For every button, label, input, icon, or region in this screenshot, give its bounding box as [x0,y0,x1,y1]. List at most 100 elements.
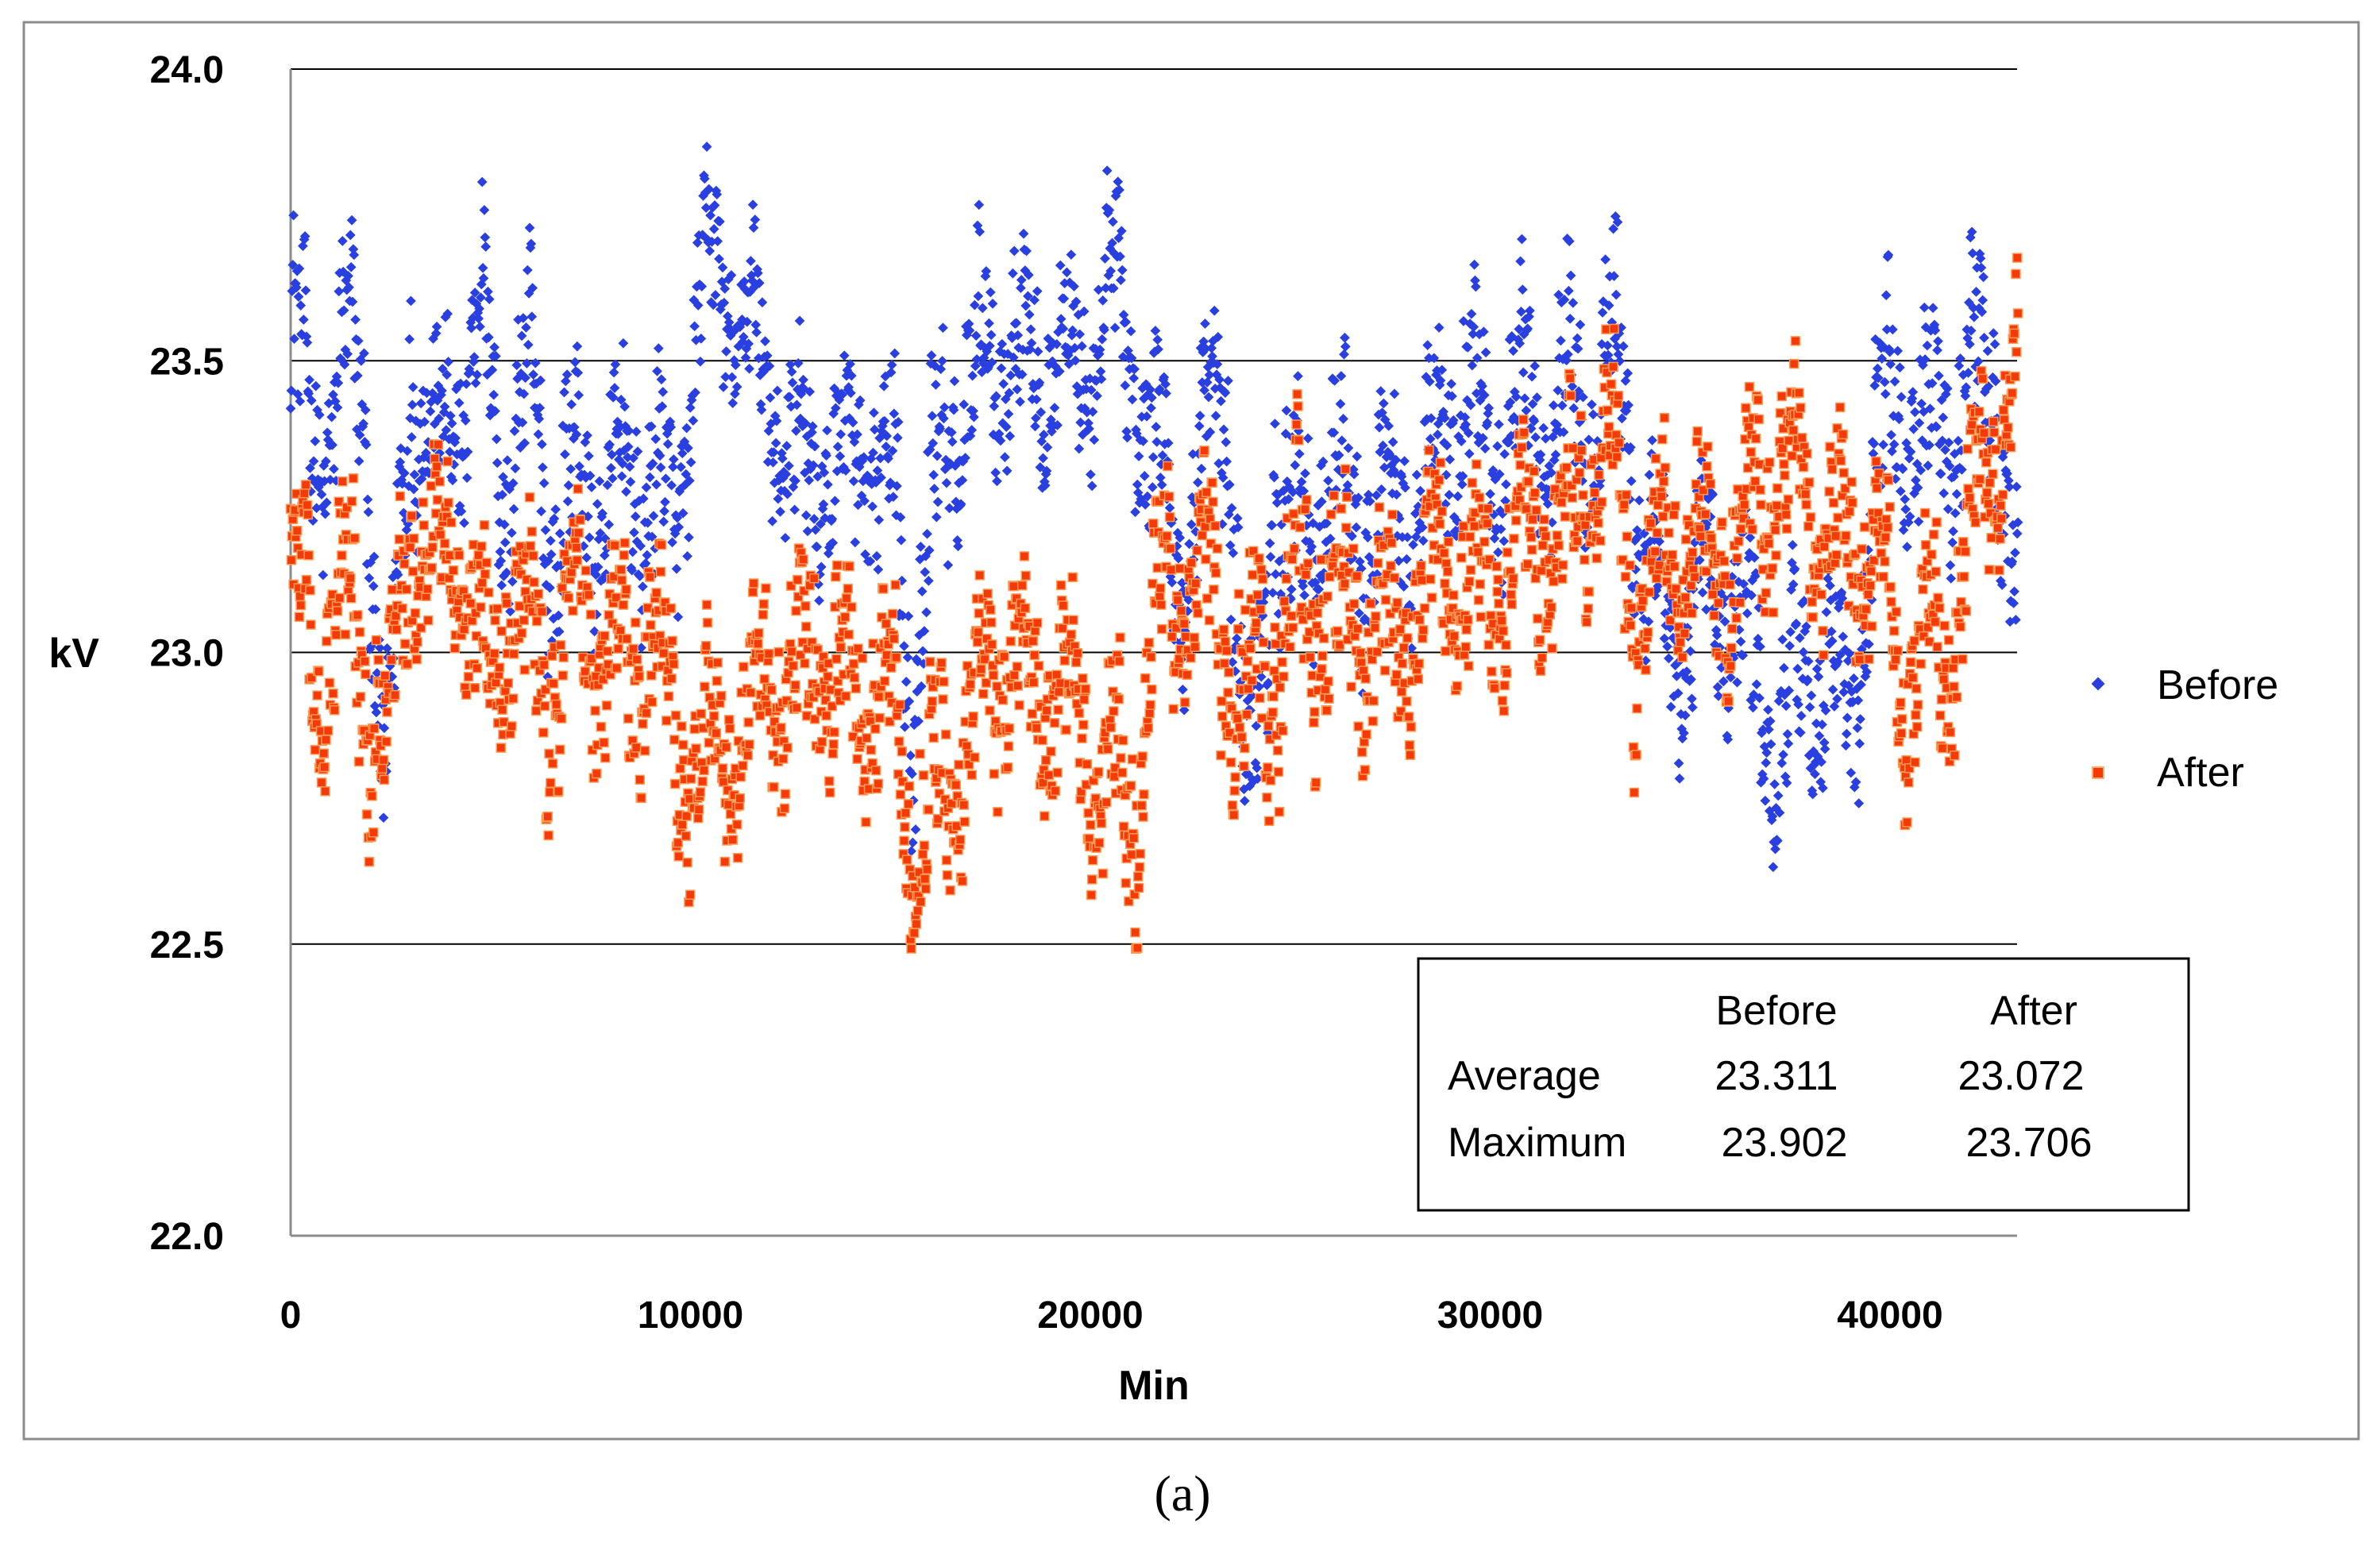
point-after [1526,545,1537,555]
point-after [873,778,884,789]
point-after [1818,626,1828,636]
point-after [1055,580,1067,591]
point-after [1705,479,1716,489]
point-after [1258,637,1269,648]
point-before [810,524,821,535]
point-after [476,577,488,588]
point-after [1960,546,1971,557]
point-after [596,721,607,732]
point-after [849,673,860,683]
point-after [615,625,626,636]
point-after [1880,532,1891,542]
point-after [792,702,802,713]
point-after [1613,390,1624,401]
point-after [1876,548,1887,558]
point-after [407,511,417,521]
point-after [1300,504,1310,515]
point-after [1087,855,1098,866]
point-after [839,612,851,623]
point-after [1801,500,1811,510]
point-after [1988,416,1999,427]
point-after [1479,537,1490,547]
point-after [2012,253,2023,263]
point-after [368,723,380,734]
point-after [1199,446,1209,456]
point-after [1565,390,1576,401]
point-before [908,837,918,848]
point-after [1961,606,1972,616]
point-after [1012,662,1023,672]
point-after [1128,833,1139,843]
point-after [1245,643,1256,654]
point-after [1637,595,1648,606]
point-after [1963,484,1973,494]
point-after [516,627,527,639]
point-after [1209,585,1219,595]
point-before [331,371,342,382]
point-before [333,377,344,388]
point-after [1931,517,1942,527]
point-after [828,739,839,750]
point-after [1747,524,1757,534]
point-after [1301,569,1311,580]
point-after [1016,580,1028,591]
point-after [1392,597,1402,608]
point-after [1581,616,1592,627]
point-after [1958,537,1969,547]
point-after [1403,712,1414,722]
point-after [1772,500,1782,511]
point-after [1580,554,1590,565]
point-before [345,230,356,241]
point-after [1277,657,1287,667]
point-after [1675,637,1686,648]
point-after [373,654,384,666]
point-after [1859,522,1870,532]
point-after [1030,626,1040,636]
point-before [906,846,916,857]
point-after [1448,631,1460,642]
point-after [793,574,803,585]
point-after [1718,556,1730,566]
point-after [547,758,558,769]
point-after [1262,792,1272,803]
point-after [1279,596,1290,607]
point-after [658,648,669,658]
point-after [525,541,536,551]
x-tick-label: 0 [280,1294,302,1337]
point-after [976,664,986,674]
point-after [1461,624,1472,635]
point-after [1380,595,1391,605]
point-after [1168,704,1178,715]
point-after [1361,729,1371,739]
point-after [1387,538,1397,548]
point-after [966,770,977,780]
point-after [1805,512,1816,523]
point-after [554,786,564,797]
point-after [1526,532,1537,542]
point-after [346,496,357,507]
point-after [481,558,492,568]
point-after [600,631,610,641]
point-after [1475,612,1486,623]
x-axis-title: Min [1118,1363,1190,1409]
y-tick-label: 22.5 [150,924,224,966]
point-after [1002,762,1013,773]
point-after [1833,512,1843,523]
point-after [1225,757,1236,768]
point-after [410,608,421,619]
point-after [1414,615,1425,625]
point-after [1041,705,1052,716]
point-after [1780,470,1790,480]
point-after [1702,461,1712,472]
point-after [646,696,658,708]
point-after [853,643,863,654]
point-after [645,572,655,582]
point-after [1287,623,1298,633]
point-after [1863,589,1873,600]
point-after [1176,605,1186,616]
point-after [1744,381,1755,392]
point-after [1162,531,1172,542]
point-after [939,677,949,687]
point-after [1939,620,1950,631]
point-after [906,943,916,954]
